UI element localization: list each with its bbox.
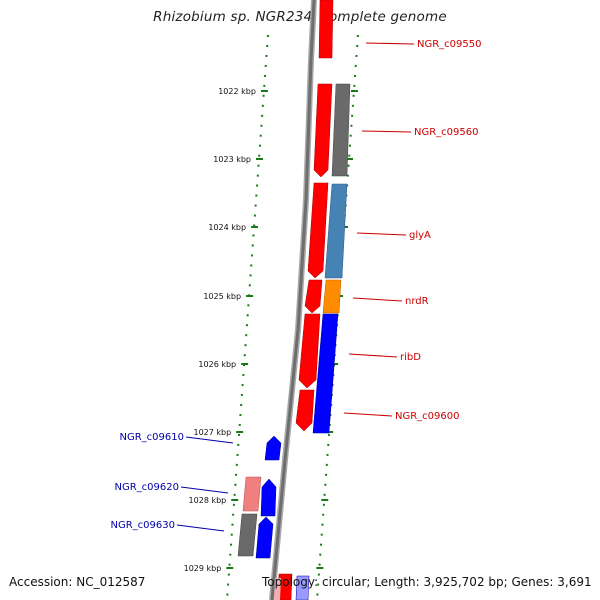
tick-label: 1024 kbp [208,223,246,232]
genome-info-label: Topology: circular; Length: 3,925,702 bp… [262,575,592,589]
tick-label: 1029 kbp [184,564,222,573]
forward-genes [295,0,334,432]
bottom-pink-gene [274,578,281,600]
gene-ngr-c09610[interactable] [264,435,282,461]
gene-ngr-c09620[interactable] [260,478,277,517]
gene-label-leader [180,486,229,494]
gene-ngr-c09620-companion [242,476,262,512]
gene-ngr-c09630-companion [237,513,258,557]
gene-label[interactable]: NGR_c09620 [115,482,180,493]
tick-label: 1028 kbp [189,496,227,505]
companion-lane [312,83,351,434]
tick-label: 1027 kbp [193,428,231,437]
gene-label[interactable]: NGR_c09610 [120,432,185,443]
gene-ribd[interactable] [298,313,321,389]
gene-nrdr[interactable] [304,279,323,314]
gene-label[interactable]: NGR_c09560 [414,127,479,138]
chromosome-backbone [269,0,317,600]
accession-label: Accession: NC_012587 [9,575,146,589]
gene-label[interactable]: NGR_c09600 [395,411,460,422]
bottom-blue-gene [295,575,310,600]
tick-label: 1023 kbp [213,155,251,164]
gene-label-leader [185,436,234,444]
gene-glya[interactable] [307,182,329,279]
reverse-genes [237,435,310,600]
map-title: Rhizobium sp. NGR234, complete genome [153,9,447,25]
gene-labels: NGR_c09550 NGR_c09560 glyA nrdR ribD NGR_c096… [111,39,482,532]
gene-label-leader [352,297,403,302]
gene-label-leader [365,42,415,45]
tick-labels: 1022 kbp 1023 kbp 1024 kbp 1025 kbp 1026 kbp… [184,87,256,573]
gene-ngr-c09550[interactable] [318,0,334,59]
gene-ngr-c09600[interactable] [295,389,315,432]
gene-label[interactable]: glyA [409,230,431,241]
tick-label: 1026 kbp [198,360,236,369]
gene-label[interactable]: NGR_c09550 [417,39,482,50]
tick-label: 1025 kbp [203,292,241,301]
gene-label[interactable]: nrdR [405,296,429,307]
gene-label-leader [343,412,393,417]
gene-label-leader [176,524,225,532]
gene-label-leader [356,232,407,236]
tick-label: 1022 kbp [218,87,256,96]
gene-ngr-c09630[interactable] [255,516,274,559]
gene-ngr-c09560[interactable] [313,83,333,178]
gene-label[interactable]: ribD [400,352,421,363]
gene-label-leader [361,130,412,133]
gene-label-leader [348,353,398,358]
gene-label[interactable]: NGR_c09630 [111,520,176,531]
